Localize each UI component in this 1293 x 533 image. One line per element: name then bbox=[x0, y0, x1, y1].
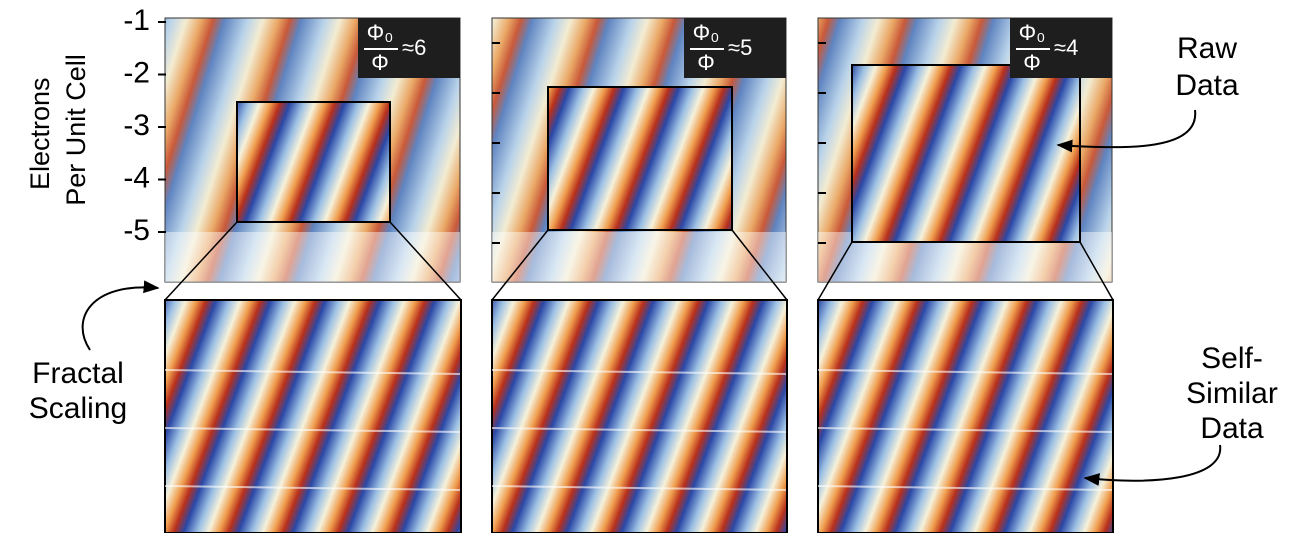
y-tick-label: -2 bbox=[123, 56, 150, 89]
annotation: Self- bbox=[1201, 342, 1263, 375]
inset-image bbox=[548, 87, 732, 230]
inset-image bbox=[852, 65, 1080, 242]
annotation: Scaling bbox=[29, 392, 127, 425]
y-axis-label-line: Electrons bbox=[25, 77, 55, 190]
zoom-image bbox=[818, 300, 1113, 533]
y-tick-label: -4 bbox=[123, 161, 150, 194]
ratio-value: ≈6 bbox=[402, 35, 426, 60]
arrow bbox=[83, 287, 158, 350]
ratio-denominator: Φ bbox=[1023, 50, 1041, 75]
image-fade bbox=[492, 232, 786, 282]
ratio-value: ≈5 bbox=[728, 35, 752, 60]
annotation: Fractal bbox=[32, 357, 124, 390]
figure: Electrons Per Unit Cell Φ₀ Φ ≈6 Φ₀ Φ ≈5 Φ₀ Φ ≈4 -… bbox=[0, 0, 1293, 533]
y-axis-label-line: Per Unit Cell bbox=[61, 54, 91, 206]
y-tick-label: -1 bbox=[123, 4, 150, 37]
annotation: Similar bbox=[1186, 377, 1278, 410]
zoom-image bbox=[165, 300, 461, 533]
image-fade bbox=[165, 232, 460, 282]
ratio-denominator: Φ bbox=[697, 50, 715, 75]
annotation: Data bbox=[1200, 412, 1264, 445]
page: Electrons Per Unit Cell Φ₀ Φ ≈6 Φ₀ Φ ≈5 Φ₀ Φ ≈4 -… bbox=[0, 0, 1293, 533]
annotation: Data bbox=[1175, 69, 1239, 102]
inset-image bbox=[237, 102, 390, 222]
y-tick-label: -5 bbox=[123, 214, 150, 247]
y-axis-label: Electrons Per Unit Cell bbox=[25, 54, 91, 206]
zoom-image bbox=[492, 300, 787, 533]
ratio-numerator: Φ₀ bbox=[1019, 20, 1046, 45]
y-tick-label: -3 bbox=[123, 109, 150, 142]
ratio-denominator: Φ bbox=[371, 50, 389, 75]
ratio-numerator: Φ₀ bbox=[693, 20, 720, 45]
annotation: Raw bbox=[1177, 32, 1237, 65]
ratio-value: ≈4 bbox=[1054, 35, 1078, 60]
ratio-numerator: Φ₀ bbox=[367, 20, 394, 45]
